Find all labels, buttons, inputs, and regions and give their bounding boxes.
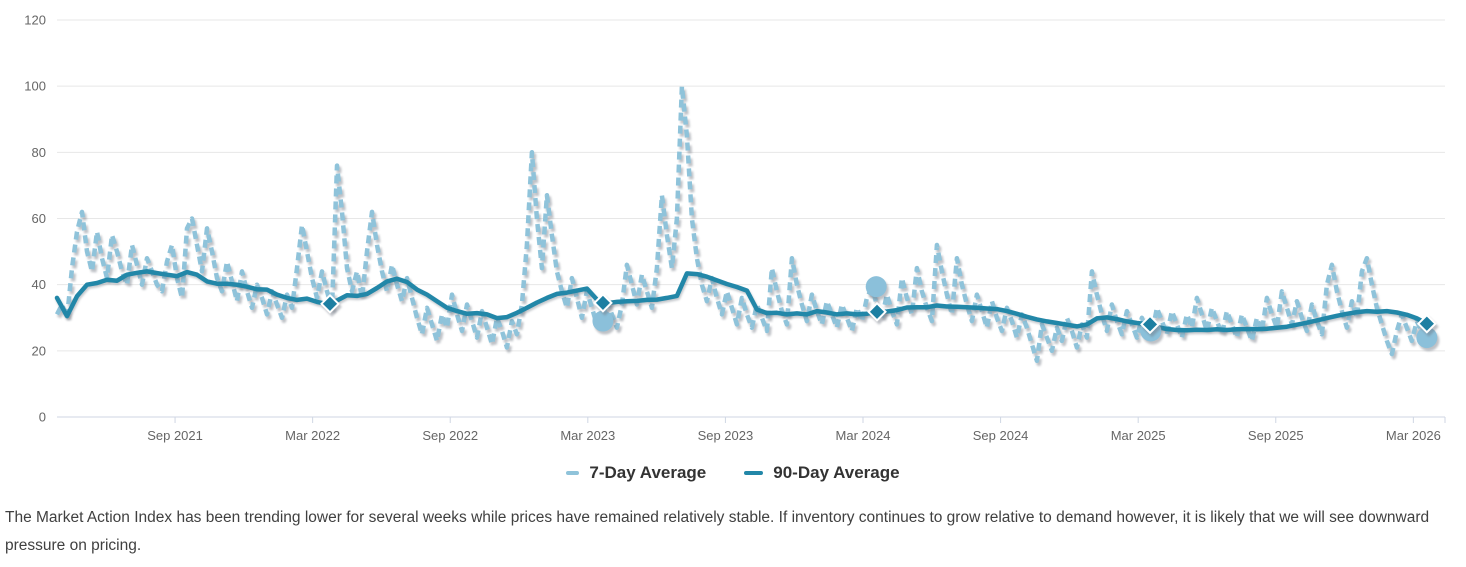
x-axis-label: Sep 2023: [698, 428, 754, 443]
x-axis-label: Mar 2023: [560, 428, 615, 443]
diamond-marker-90-day: [1416, 313, 1437, 334]
market-commentary-text: The Market Action Index has been trendin…: [5, 509, 1430, 554]
x-axis-label: Sep 2025: [1248, 428, 1304, 443]
y-axis-label: 120: [24, 13, 46, 28]
diamond-marker-90-day: [320, 293, 340, 314]
legend-label-7-day: 7-Day Average: [589, 463, 707, 482]
x-axis-label: Sep 2022: [422, 428, 478, 443]
diamond-marker-90-day: [867, 301, 887, 322]
chart-legend: 7-Day Average 90-Day Average: [0, 456, 1466, 490]
7-day-average-swatch-icon: [566, 471, 580, 475]
circle-marker-7-day: [865, 276, 887, 298]
x-axis-label: Mar 2026: [1386, 428, 1441, 443]
chart-plot-area[interactable]: 0 20 40 60 80 100 120 Sep 2021 Mar 2022 Sep 2022 M…: [0, 0, 1466, 452]
90-day-average-swatch-icon: [744, 471, 764, 475]
y-axis-label: 0: [39, 410, 46, 425]
series-line-90-day-average: [54, 269, 1430, 333]
x-axis-label: Sep 2024: [973, 428, 1029, 443]
legend-label-90-day: 90-Day Average: [773, 463, 900, 482]
y-axis-label: 60: [32, 211, 46, 226]
y-axis-label: 20: [32, 343, 46, 358]
diamond-marker-90-day: [1140, 314, 1160, 335]
x-axis-label: Mar 2022: [285, 428, 340, 443]
legend-item-7-day-average[interactable]: 7-Day Average: [566, 463, 706, 483]
legend-item-90-day-average[interactable]: 90-Day Average: [744, 463, 900, 483]
x-axis-label: Mar 2024: [836, 428, 891, 443]
x-axis-label: Mar 2025: [1111, 428, 1166, 443]
circle-marker-7-day: [1416, 327, 1438, 349]
y-axis-label: 80: [32, 145, 46, 160]
y-axis-label: 100: [24, 79, 46, 94]
diamond-marker-90-day: [593, 292, 613, 313]
y-axis-label: 40: [32, 277, 46, 292]
circle-marker-7-day: [592, 310, 614, 332]
market-action-index-chart: 0 20 40 60 80 100 120 Sep 2021 Mar 2022 Sep 2022 M…: [0, 0, 1466, 452]
series-line-7-day-average: [54, 83, 1429, 364]
x-axis-label: Sep 2021: [147, 428, 203, 443]
